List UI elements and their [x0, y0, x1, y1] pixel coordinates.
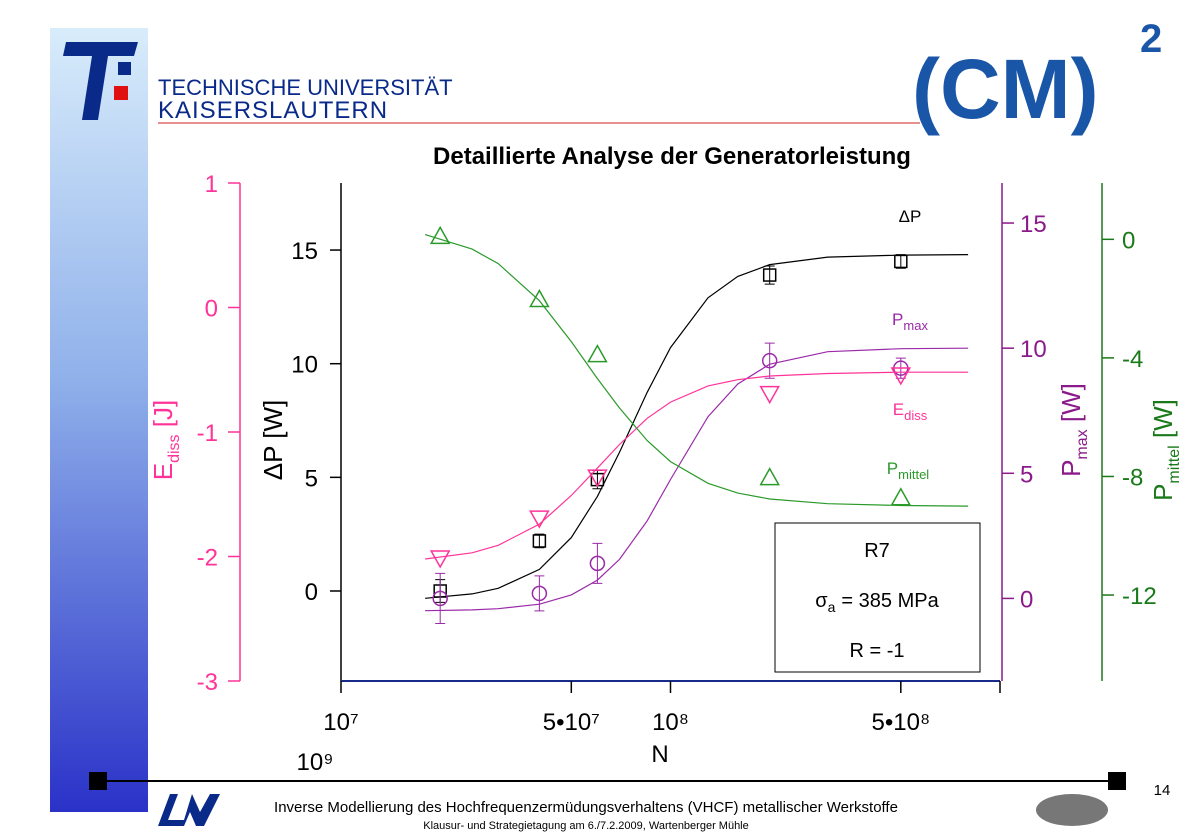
y-tick-label: 15: [1020, 211, 1047, 238]
y-tick-label: -8: [1122, 464, 1143, 491]
partner-logo: [1036, 794, 1108, 826]
y-tick-label: -2: [197, 545, 218, 572]
lwk-logo: [158, 794, 220, 826]
legend-sub: mittel: [898, 467, 929, 482]
axis-title-sub: diss: [166, 434, 183, 462]
university-city: KAISERSLAUTERN: [158, 97, 388, 124]
axis-title-sub: mittel: [1166, 445, 1183, 483]
marker: [589, 555, 606, 572]
legend-name: P: [887, 459, 898, 478]
y-axis-title: Pmittel [W]: [1148, 399, 1183, 501]
x-tick-label: 5•10⁸: [872, 709, 931, 736]
university-name: TECHNISCHE UNIVERSITÄT: [158, 75, 453, 100]
fit-curve: [424, 234, 969, 507]
legend-label: Pmax: [892, 310, 928, 333]
footer-square: [89, 772, 107, 790]
legend-name: E: [893, 400, 904, 419]
y-tick-label: 5: [1020, 461, 1033, 488]
y-tick-label: 5: [305, 465, 318, 492]
y-tick-label: 10: [1020, 336, 1047, 363]
marker: [529, 288, 550, 308]
axis-title-unit: [J]: [148, 400, 178, 435]
fit-curve: [425, 371, 969, 560]
error-bar: [592, 542, 603, 584]
marker: [432, 590, 448, 607]
y-tick-label: 0: [305, 579, 318, 606]
stress-sub: a: [828, 599, 836, 615]
y-tick-label: 0: [1122, 227, 1135, 254]
annotation-title: R7: [864, 540, 890, 562]
y-axis-title: Ediss [J]: [148, 400, 183, 480]
page-number: 14: [1154, 782, 1171, 799]
y-axis-title: Pmax [W]: [1056, 383, 1091, 477]
annotation-ratio: R = -1: [849, 640, 904, 662]
annotation-stress: σa = 385 MPa: [815, 590, 939, 615]
error-bar: [534, 533, 545, 549]
marker: [531, 585, 548, 602]
y-tick-label: -1: [197, 420, 218, 447]
marker: [761, 352, 778, 369]
marker: [894, 254, 908, 269]
y-tick-label: 15: [291, 238, 318, 265]
marker: [890, 367, 912, 386]
marker: [529, 510, 550, 529]
error-bar: [895, 254, 906, 269]
marker: [587, 344, 608, 363]
stress-value: = 385 MPa: [841, 590, 939, 612]
x-tick-label: 10⁹: [297, 749, 334, 776]
footer-square: [1108, 772, 1126, 790]
marker: [587, 469, 608, 488]
group-logo: (CM): [912, 42, 1099, 136]
legend-label: Pmittel: [887, 459, 930, 482]
fit-curve: [425, 347, 969, 612]
y-tick-label: 10: [291, 352, 318, 379]
axis-title-main: E: [148, 463, 178, 480]
x-tick-label: 10⁸: [652, 709, 689, 736]
marker: [762, 268, 777, 282]
axis-title-main: P: [1148, 484, 1178, 501]
legend-label: Ediss: [893, 400, 928, 423]
legend-label: ΔP: [899, 207, 922, 226]
y-tick-label: 1: [205, 171, 218, 198]
chart-title: Detaillierte Analyse der Generatorleistu…: [433, 143, 911, 170]
axis-title-sub: max: [1074, 429, 1091, 459]
marker: [429, 550, 451, 569]
marker: [532, 534, 547, 548]
stress-symbol: σ: [815, 590, 828, 612]
y-tick-label: -4: [1122, 346, 1143, 373]
y-tick-label: 0: [1020, 586, 1033, 613]
marker: [759, 385, 780, 405]
x-axis-title: N: [651, 741, 668, 768]
axis-title-main: P: [1056, 460, 1086, 477]
y-tick-label: 0: [205, 296, 218, 323]
marker: [890, 487, 912, 506]
side-bar: [50, 28, 148, 812]
legend-sub: max: [903, 318, 928, 333]
tu-logo: [63, 42, 138, 120]
y-tick-label: -3: [197, 669, 218, 696]
footer-subtitle: Klausur- und Strategietagung am 6./7.2.2…: [423, 820, 749, 832]
y-axis-title: ΔP [W]: [258, 400, 288, 480]
x-tick-label: 10⁷: [323, 709, 358, 736]
legend-name: P: [892, 310, 903, 329]
y-tick-label: -12: [1122, 583, 1157, 610]
legend-name: ΔP: [899, 207, 922, 226]
annotation-box: [774, 522, 981, 673]
axis-title-unit: [W]: [1056, 383, 1086, 429]
fit-curve: [425, 254, 969, 599]
error-bar: [764, 342, 775, 379]
error-bar: [534, 575, 545, 612]
footer-title: Inverse Modellierung des Hochfrequenzerm…: [274, 799, 898, 816]
axis-title-unit: [W]: [1148, 399, 1178, 445]
group-logo-sup: 2: [1140, 17, 1162, 61]
x-tick-label: 5•10⁷: [543, 709, 600, 736]
marker: [429, 225, 451, 245]
error-bar: [435, 572, 446, 624]
legend-sub: diss: [904, 408, 928, 423]
marker: [759, 467, 780, 486]
axis-title-main: ΔP [W]: [258, 400, 288, 480]
